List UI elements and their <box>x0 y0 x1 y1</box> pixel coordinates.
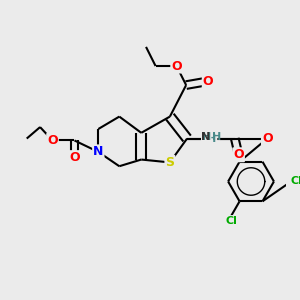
Text: N: N <box>201 132 210 142</box>
Text: O: O <box>233 148 244 161</box>
Text: H: H <box>202 132 211 142</box>
Text: N: N <box>93 146 104 158</box>
Text: O: O <box>262 132 273 145</box>
Text: Cl: Cl <box>291 176 300 187</box>
Text: S: S <box>165 156 174 169</box>
Text: O: O <box>171 59 182 73</box>
Text: Cl: Cl <box>225 216 237 226</box>
Text: H: H <box>207 134 217 143</box>
Text: O: O <box>47 134 58 147</box>
Text: O: O <box>203 75 213 88</box>
Text: H: H <box>212 132 221 142</box>
Text: O: O <box>69 151 80 164</box>
